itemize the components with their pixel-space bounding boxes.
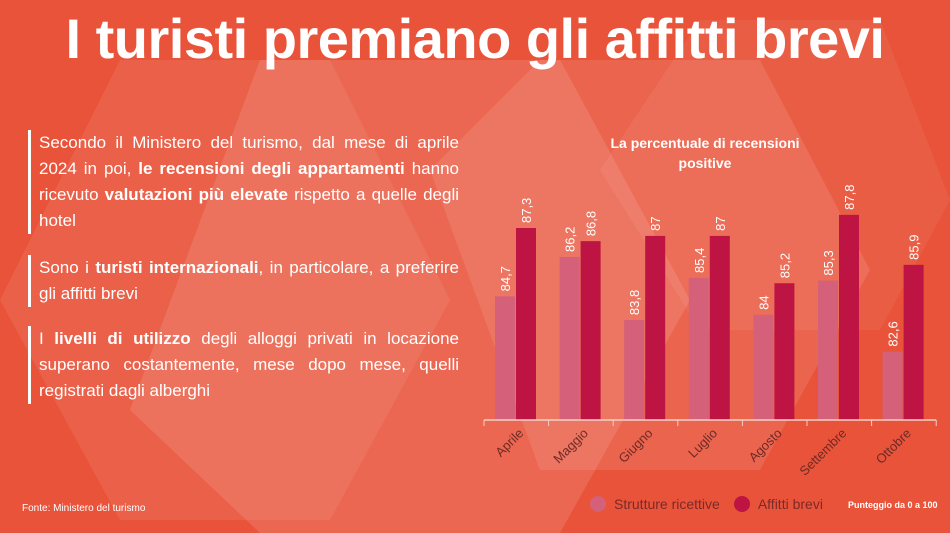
paragraph-international-tourists: Sono i turisti internazionali, in partic… [28, 255, 459, 307]
bar-affitti [774, 283, 795, 420]
text: Secondo il Ministero del turismo, dal me… [39, 133, 459, 178]
data-label: 85,3 [821, 250, 836, 275]
bold-text: livelli di utilizzo [54, 329, 191, 348]
source-note: Fonte: Ministero del turismo [22, 503, 146, 514]
data-label: 84,7 [498, 266, 513, 291]
text: rispetto a quelle degli hotel [39, 185, 459, 230]
bold-text: valutazioni più elevate [104, 185, 288, 204]
bar-strutture [559, 256, 580, 420]
data-label: 85,2 [777, 253, 792, 278]
data-label: 87 [713, 216, 728, 230]
bar-strutture [753, 314, 774, 420]
bar-strutture [818, 280, 838, 420]
bar-affitti [645, 235, 666, 420]
data-label: 83,8 [627, 290, 642, 315]
x-tick-label: Aprile [492, 426, 526, 460]
x-tick-label: Ottobre [873, 426, 914, 467]
legend-label: Affitti brevi [757, 496, 823, 512]
bar-affitti [580, 241, 601, 420]
data-label: 87 [648, 216, 663, 230]
chart-title: La percentuale di recensioni positive [610, 135, 800, 171]
bold-text: le recensioni degli appartamenti [138, 159, 405, 178]
data-label: 86,2 [563, 227, 578, 252]
bar-affitti [709, 235, 730, 420]
bar-affitti [903, 264, 924, 420]
bar-strutture [688, 277, 709, 420]
legend-item-strutture: Strutture ricettive [590, 496, 720, 512]
data-label: 85,9 [907, 235, 922, 260]
data-label: 86,8 [584, 211, 599, 236]
data-label: 82,6 [886, 321, 901, 346]
bar-strutture [624, 320, 645, 420]
bar-strutture [495, 296, 515, 420]
unit-note: Punteggio da 0 a 100 [848, 500, 938, 510]
paragraph-reviews: Secondo il Ministero del turismo, dal me… [28, 130, 459, 234]
text: hanno ricevuto [39, 159, 459, 204]
x-tick-label: Luglio [685, 426, 720, 461]
bold-text: turisti internazionali [95, 258, 259, 277]
bar-affitti [516, 228, 536, 420]
data-label: 87,8 [842, 185, 857, 210]
legend-swatch-strutture [590, 496, 606, 512]
text: I [39, 329, 55, 348]
x-tick-label: Agosto [746, 426, 785, 465]
data-label: 87,3 [519, 198, 534, 223]
text: degli alloggi privati in locazione super… [39, 329, 459, 400]
legend-label: Strutture ricettive [614, 496, 720, 512]
page-title: I turisti premiano gli affitti brevi [65, 7, 886, 70]
bar-affitti [839, 214, 859, 420]
data-label: 85,4 [692, 248, 707, 273]
x-tick-label: Settembre [796, 426, 849, 479]
legend-swatch-affitti [733, 496, 750, 512]
text: Sono i [39, 258, 96, 277]
paragraph-occupancy: I livelli di utilizzo degli alloggi priv… [28, 326, 459, 404]
x-tick-label: Maggio [550, 426, 591, 467]
text: , in particolare, a preferire gli affitt… [39, 258, 459, 303]
legend-item-affitti: Affitti brevi [733, 496, 823, 512]
x-tick-label: Giugno [615, 426, 655, 466]
chart-legend: Strutture ricettive Affitti brevi [590, 496, 837, 512]
data-label: 84 [756, 295, 771, 309]
bar-strutture [882, 351, 903, 420]
